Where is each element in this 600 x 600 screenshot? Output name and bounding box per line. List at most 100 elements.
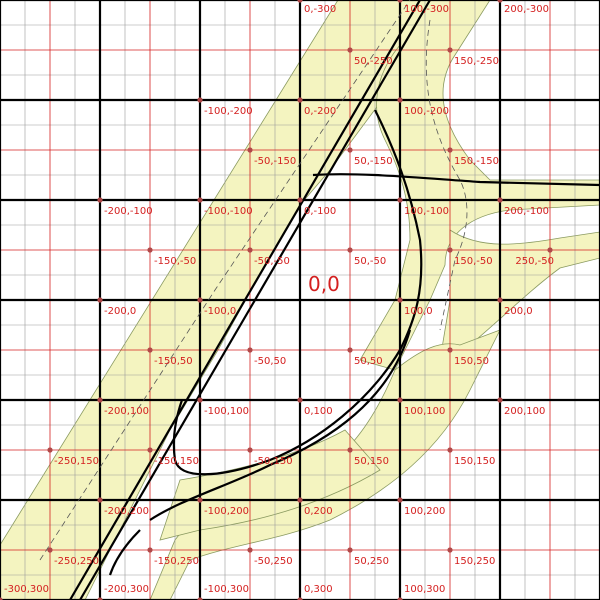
grid-point-dot	[297, 497, 303, 503]
grid-point-dot	[47, 547, 53, 553]
grid-point-dot	[297, 0, 303, 3]
grid-label: 150,150	[454, 456, 495, 467]
grid-point-dot	[347, 147, 353, 153]
grid-label: 100,300	[404, 584, 445, 595]
grid-label: -200,-100	[104, 206, 153, 217]
track-diagonal-1	[69, 0, 421, 600]
track-tail	[108, 529, 141, 576]
grid-label: 150,-150	[454, 156, 499, 167]
grid-point-dot	[347, 47, 353, 53]
grid-label: 100,200	[404, 506, 445, 517]
grid-point-dot	[397, 97, 403, 103]
grid-point-dot	[97, 597, 103, 600]
grid-point-dot	[347, 247, 353, 253]
grid-point-dot	[447, 47, 453, 53]
grid-label: -200,0	[104, 306, 136, 317]
grid-label: 0,200	[304, 506, 333, 517]
grid-point-dot	[447, 347, 453, 353]
grid-label: -100,-200	[204, 106, 253, 117]
grid-label: -100,200	[204, 506, 249, 517]
grid-label: 50,-250	[354, 56, 393, 67]
grid-point-dot	[497, 197, 503, 203]
grid-point-dot	[147, 347, 153, 353]
track-diagonal-2	[79, 0, 431, 600]
grid-point-dot	[397, 497, 403, 503]
grid-label: 250,-50	[515, 256, 554, 267]
grid-label: 50,50	[354, 356, 383, 367]
grid-point-dot	[397, 597, 403, 600]
grid-label: 0,-100	[304, 206, 336, 217]
railway-tracks	[69, 0, 600, 600]
track-loop-north	[374, 109, 423, 351]
grid-label: 100,0	[404, 306, 433, 317]
grid-point-dot	[97, 297, 103, 303]
grid-label: -50,150	[254, 456, 293, 467]
grid-label: 50,-50	[354, 256, 386, 267]
grid-point-dot	[247, 247, 253, 253]
grid-point-dot	[247, 547, 253, 553]
grid-label: -150,50	[154, 356, 193, 367]
lane-markings	[39, 0, 468, 561]
grid-label: 150,-50	[454, 256, 493, 267]
grid-label: -150,150	[154, 456, 199, 467]
grid-point-dot	[197, 297, 203, 303]
grid-label: 200,-100	[504, 206, 549, 217]
grid-point-dot	[197, 97, 203, 103]
grid-label: 150,250	[454, 556, 495, 567]
grid-label: 200,0	[504, 306, 533, 317]
grid-point-dot	[547, 247, 553, 253]
grid-point-dot	[247, 447, 253, 453]
grid-point-dot	[247, 347, 253, 353]
grid-label: 50,-150	[354, 156, 393, 167]
grid-label: 100,100	[404, 406, 445, 417]
origin-label: 0,0	[308, 272, 340, 296]
lane-marking-main	[39, 0, 411, 561]
track-east-branch	[312, 173, 600, 187]
grid-label: 0,300	[304, 584, 333, 595]
grid-label: -150,250	[154, 556, 199, 567]
track-south-curve	[149, 329, 412, 521]
grid-point-dot	[197, 397, 203, 403]
grid-point-dot	[447, 147, 453, 153]
grid-label: -150,-50	[154, 256, 196, 267]
grid-point-dot	[447, 547, 453, 553]
grid-label: -200,100	[104, 406, 149, 417]
grid-point-dot	[247, 147, 253, 153]
grid-label: 150,50	[454, 356, 489, 367]
grid-point-dot	[497, 0, 503, 3]
grid-label: -50,-50	[254, 256, 290, 267]
grid-point-dot	[297, 597, 303, 600]
grid-label: -50,50	[254, 356, 286, 367]
grid-label: 0,-200	[304, 106, 336, 117]
grid-label: 150,-250	[454, 56, 499, 67]
grid-point-dot	[297, 97, 303, 103]
grid-point-dot	[47, 447, 53, 453]
grid-point-dot	[397, 297, 403, 303]
grid-points	[0, 0, 553, 600]
grid-point-dot	[297, 197, 303, 203]
grid-point-dot	[0, 597, 3, 600]
grid-label: 0,100	[304, 406, 333, 417]
grid-label: -250,250	[54, 556, 99, 567]
grid-label: 100,-100	[404, 206, 449, 217]
grid-labels: 0,-300 100,-300 200,-300 50,-250 150,-250 -10…	[4, 4, 554, 595]
grid-label: -50,250	[254, 556, 293, 567]
grid-label: -100,-100	[204, 206, 253, 217]
grid-point-dot	[97, 497, 103, 503]
grid-label: -100,0	[204, 306, 236, 317]
track-loop-south	[172, 349, 401, 476]
grid-point-dot	[347, 347, 353, 353]
grid-point-dot	[347, 547, 353, 553]
grid-point-dot	[97, 197, 103, 203]
lane-marking-ramp	[425, 19, 468, 331]
grid-label: 100,-300	[404, 4, 449, 15]
grid-label: -200,200	[104, 506, 149, 517]
grid-label: 50,250	[354, 556, 389, 567]
grid-label: 100,-200	[404, 106, 449, 117]
grid-label: -100,300	[204, 584, 249, 595]
grid-point-dot	[147, 247, 153, 253]
grid-label: 200,100	[504, 406, 545, 417]
grid-point-dot	[197, 197, 203, 203]
